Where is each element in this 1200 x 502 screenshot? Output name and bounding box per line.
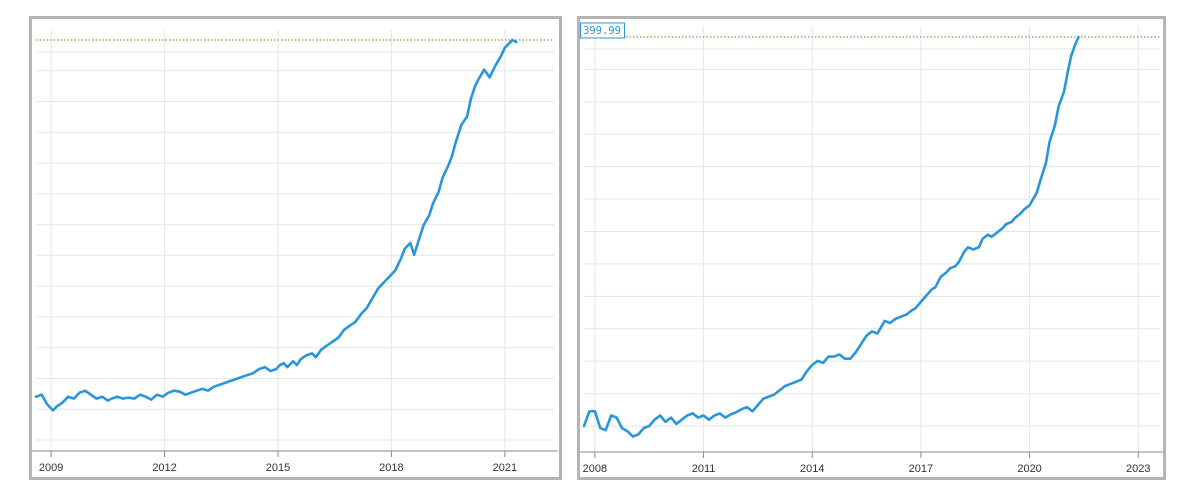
grid — [36, 30, 554, 451]
right-chart-panel: 2008 2011 2014 2017 2020 2023 399.99 — [577, 16, 1166, 480]
max-value-badge: 399.99 — [580, 22, 625, 39]
x-tick-label: 2012 — [152, 462, 176, 474]
x-tick-label: 2014 — [800, 463, 824, 475]
x-tick-label: 2011 — [692, 463, 716, 475]
x-tick-label: 2021 — [493, 462, 517, 474]
x-tick-label: 2008 — [583, 463, 607, 475]
left-line-chart: 2009 2012 2015 2018 2021 — [32, 30, 558, 474]
x-tick-label: 2020 — [1017, 463, 1041, 475]
x-tick-label: 2018 — [379, 462, 403, 474]
x-tick-label: 2009 — [39, 462, 63, 474]
x-tick-label: 2015 — [266, 462, 290, 474]
left-chart-panel: 2009 2012 2015 2018 2021 — [29, 16, 562, 480]
series-line — [582, 35, 1080, 438]
x-tick-label: 2023 — [1126, 463, 1150, 475]
series-line — [34, 38, 518, 412]
x-tick-label: 2017 — [909, 463, 933, 475]
right-line-chart: 2008 2011 2014 2017 2020 2023 399.99 — [580, 22, 1163, 475]
max-value-label: 399.99 — [583, 25, 621, 37]
grid — [584, 27, 1160, 452]
